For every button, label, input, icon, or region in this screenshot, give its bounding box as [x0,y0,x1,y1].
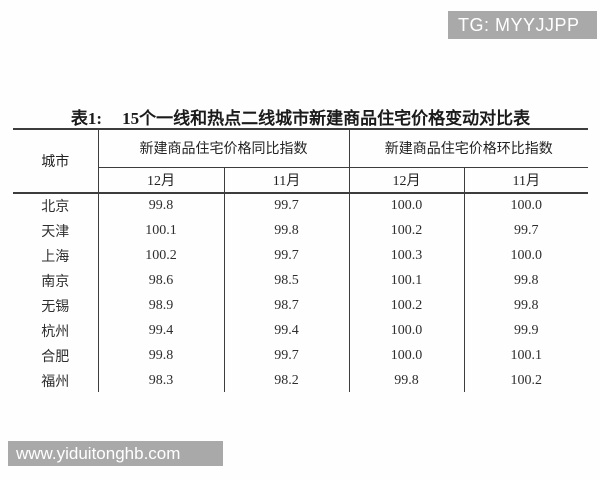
mom-dec-value: 100.1 [349,268,465,293]
city-name: 福州 [13,368,99,392]
yoy-dec-value: 99.8 [98,193,225,218]
mom-dec-value: 100.2 [349,218,465,243]
table-row-nanjing: 南京 98.6 98.5 100.1 99.8 [13,268,588,293]
mom-nov-value: 100.2 [510,372,543,388]
table-row-beijing: 北京 99.8 99.7 100.0 100.0 [13,193,588,218]
city-name: 南京 [13,268,99,293]
column-group-yoy-index: 新建商品住宅价格同比指数 [98,129,350,168]
mom-dec-value: 100.2 [349,293,465,318]
yoy-nov-value: 99.4 [224,318,350,343]
price-index-table: 城市 新建商品住宅价格同比指数 新建商品住宅价格环比指数 12月 11月 12月… [13,128,588,392]
table-title-text: 15个一线和热点二线城市新建商品住宅价格变动对比表 [122,109,531,128]
yoy-nov-value: 99.8 [224,218,350,243]
yoy-dec-value: 98.9 [98,293,225,318]
yoy-nov-value: 99.7 [224,193,350,218]
mom-dec-value: 100.3 [349,243,465,268]
city-name: 无锡 [13,293,99,318]
city-name: 上海 [13,243,99,268]
yoy-nov-value: 99.7 [224,343,350,368]
yoy-dec-value: 100.2 [98,243,225,268]
yoy-dec-value: 100.1 [98,218,225,243]
mom-dec-value: 100.0 [349,343,465,368]
yoy-nov-value: 98.2 [224,368,350,392]
mom-dec-value: 100.0 [349,193,465,218]
table-row-tianjin: 天津 100.1 99.8 100.2 99.7 [13,218,588,243]
table-row-hefei: 合肥 99.8 99.7 100.0 100.1 [13,343,588,368]
yoy-dec-value: 98.3 [98,368,225,392]
mom-nov-value: 100.0 [510,198,543,213]
column-header-city: 城市 [13,129,99,194]
column-group-mom-index: 新建商品住宅价格环比指数 [349,129,588,168]
column-header-mom-november: 11月 [464,167,588,194]
city-name: 杭州 [13,318,99,343]
table-header-group-row: 城市 新建商品住宅价格同比指数 新建商品住宅价格环比指数 [13,129,588,194]
mom-nov-value: 99.8 [514,297,539,313]
table-row-fuzhou: 福州 98.3 98.2 99.8 100.2 [13,368,588,392]
mom-nov-value: 99.9 [514,322,539,338]
yoy-nov-value: 98.5 [224,268,350,293]
table-title-label: 表1: [70,109,103,128]
mom-nov-value: 100.1 [510,347,543,363]
column-header-yoy-november: 11月 [224,167,350,194]
table-row-hangzhou: 杭州 99.4 99.4 100.0 99.9 [13,318,588,343]
mom-nov-value: 100.0 [510,247,543,263]
website-watermark-bar: www.yiduitonghb.com [8,441,223,466]
city-name: 北京 [13,193,99,218]
yoy-dec-value: 98.6 [98,268,225,293]
column-header-yoy-december: 12月 [98,167,225,194]
mom-nov-value: 99.8 [514,272,539,288]
table-title: 表1: 15个一线和热点二线城市新建商品住宅价格变动对比表 [13,104,588,129]
telegram-watermark-badge: TG: MYYJJPP [448,11,597,39]
price-index-table-container: 城市 新建商品住宅价格同比指数 新建商品住宅价格环比指数 12月 11月 12月… [13,128,588,392]
table-header-month-row: 12月 11月 12月 11月 [13,167,588,194]
website-watermark-text: www.yiduitonghb.com [16,443,181,463]
mom-dec-value: 99.8 [349,368,465,392]
city-name: 合肥 [13,343,99,368]
table-row-wuxi: 无锡 98.9 98.7 100.2 99.8 [13,293,588,318]
mom-dec-value: 100.0 [349,318,465,343]
yoy-nov-value: 99.7 [224,243,350,268]
column-header-mom-december: 12月 [349,167,465,194]
yoy-dec-value: 99.4 [98,318,225,343]
yoy-nov-value: 98.7 [224,293,350,318]
telegram-watermark-text: TG: MYYJJPP [458,14,580,35]
table-row-shanghai: 上海 100.2 99.7 100.3 100.0 [13,243,588,268]
city-name: 天津 [13,218,99,243]
yoy-dec-value: 99.8 [98,343,225,368]
mom-nov-value: 99.7 [514,222,539,238]
